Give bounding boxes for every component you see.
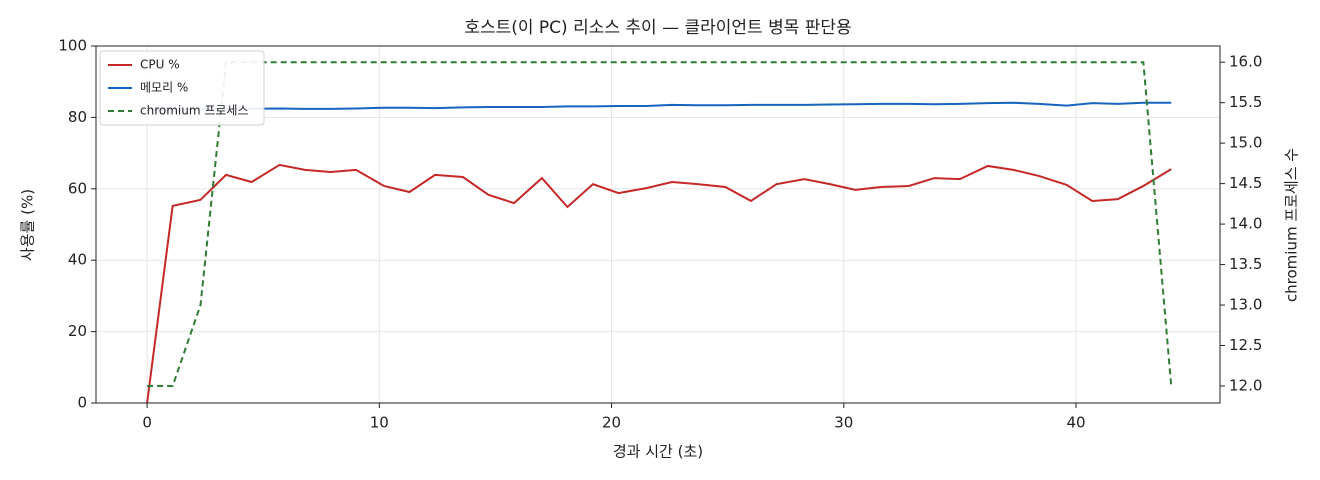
y-tick-label: 0 <box>77 394 87 412</box>
legend-label: chromium 프로세스 <box>140 104 249 118</box>
legend-label: 메모리 % <box>140 81 188 95</box>
legend-label: CPU % <box>140 58 180 72</box>
y-tick-label: 80 <box>68 108 87 126</box>
y2-tick-label: 15.0 <box>1229 134 1262 152</box>
y2-tick-label: 12.0 <box>1229 377 1262 395</box>
x-tick-label: 0 <box>142 414 152 432</box>
series-line <box>147 101 1172 112</box>
x-tick-label: 20 <box>602 414 621 432</box>
y-tick-label: 60 <box>68 179 87 197</box>
y-axis-label: 사용률 (%) <box>19 189 37 261</box>
series-line <box>147 61 1173 387</box>
x-tick-label: 40 <box>1066 414 1085 432</box>
legend-box <box>99 50 265 126</box>
series-line <box>146 163 1172 404</box>
y2-tick-label: 14.0 <box>1229 215 1262 233</box>
y-tick-label: 20 <box>68 322 87 340</box>
y-tick-label: 100 <box>58 37 87 55</box>
legend: CPU % 메모리 % chromium 프로세스 <box>99 50 265 126</box>
y2-tick-label: 13.0 <box>1229 296 1262 314</box>
x-tick-label: 30 <box>834 414 853 432</box>
y2-tick-label: 12.5 <box>1229 336 1262 354</box>
y2-tick-label: 13.5 <box>1229 255 1262 273</box>
y2-tick-label: 15.5 <box>1229 93 1262 111</box>
y-tick-label: 40 <box>68 251 87 269</box>
plot-frame <box>95 45 1221 404</box>
y2-tick-label: 14.5 <box>1229 174 1262 192</box>
chart-title: 호스트(이 PC) 리소스 추이 — 클라이언트 병목 판단용 <box>464 18 851 38</box>
x-axis-label: 경과 시간 (초) <box>613 443 703 461</box>
y2-axis-label: chromium 프로세스 수 <box>1283 148 1301 302</box>
y2-tick-label: 16.0 <box>1229 53 1262 71</box>
x-tick-label: 10 <box>370 414 389 432</box>
